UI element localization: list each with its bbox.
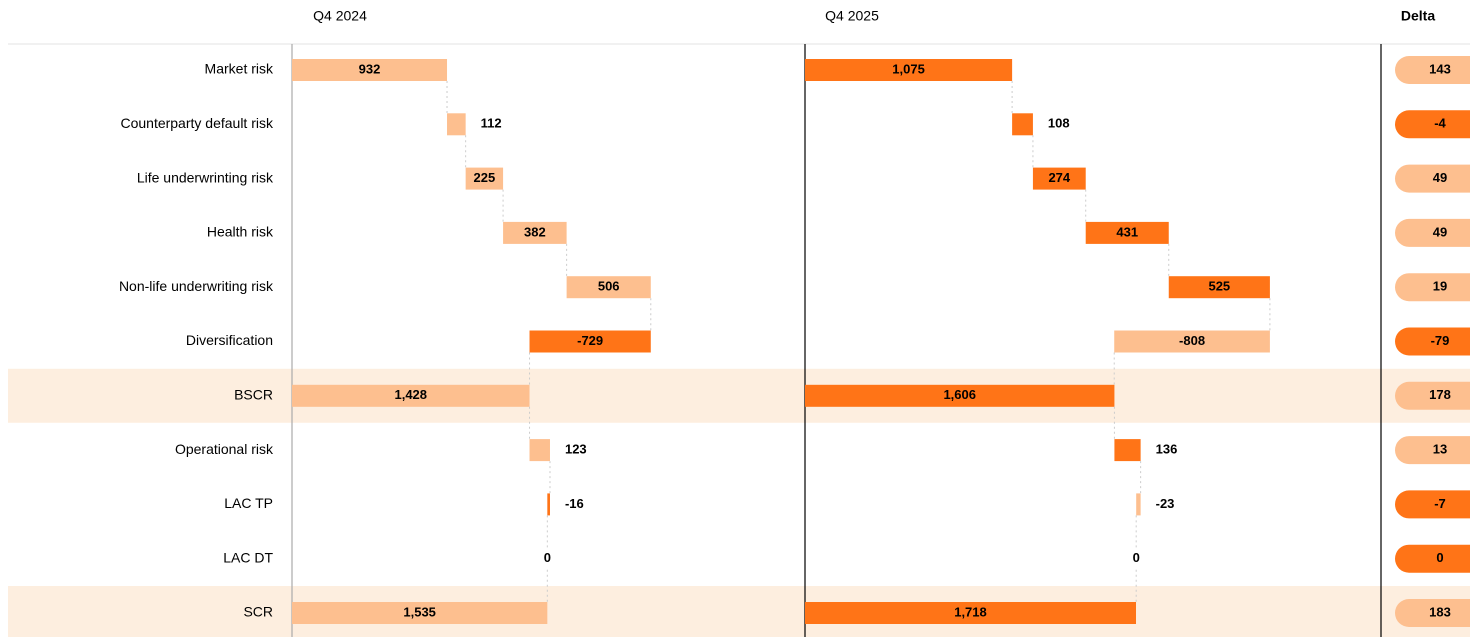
value-label: 431: [1116, 224, 1138, 239]
category-label: LAC DT: [223, 549, 273, 565]
value-label: 1,075: [892, 61, 925, 76]
bar: [465, 167, 504, 190]
category-label: BSCR: [234, 387, 273, 403]
bar: [547, 493, 550, 516]
value-label: 136: [1156, 442, 1178, 457]
bar: [529, 330, 651, 353]
delta-title: Delta: [1401, 8, 1435, 24]
delta-label: 143: [1429, 61, 1451, 76]
total-band: [8, 368, 1470, 423]
total-bands: [8, 368, 1470, 637]
value-label: 112: [481, 116, 502, 131]
category-label: Market risk: [205, 61, 274, 77]
bar: [805, 59, 1013, 81]
bar: [1168, 276, 1270, 299]
delta-pill: [1395, 164, 1470, 193]
value-label: 1,606: [943, 387, 976, 402]
category-label: Non-life underwriting risk: [119, 278, 274, 294]
delta-pill: [1395, 327, 1470, 356]
delta-pill: [1395, 490, 1470, 519]
value-label: 1,535: [403, 604, 436, 619]
value-label: 0: [1133, 550, 1140, 565]
total-band: [8, 586, 1470, 637]
bar: [1114, 330, 1270, 353]
bar: [292, 602, 548, 624]
category-label: Life underwrinting risk: [137, 169, 274, 185]
value-label: 1,718: [954, 604, 987, 619]
delta-pill: [1395, 599, 1470, 627]
delta-pill: [1395, 273, 1470, 302]
bar: [447, 113, 466, 136]
bar: [1032, 167, 1086, 190]
delta-pill: [1395, 544, 1470, 573]
bar: [292, 59, 448, 81]
category-label: LAC TP: [224, 495, 273, 511]
bar: [805, 384, 1115, 407]
delta-label: -7: [1434, 496, 1446, 511]
bar: [1012, 113, 1033, 136]
value-label: 274: [1048, 170, 1070, 185]
bar: [503, 221, 567, 244]
value-label: 0: [544, 550, 551, 565]
delta-label: -4: [1434, 116, 1446, 131]
category-label: Health risk: [207, 224, 274, 240]
value-label: 225: [474, 170, 496, 185]
delta-label: 183: [1429, 604, 1451, 619]
value-label: -16: [565, 496, 584, 511]
delta-pill: [1395, 436, 1470, 465]
panel-title: Q4 2024: [313, 8, 367, 24]
panel-title: Q4 2025: [825, 8, 879, 24]
bar: [529, 439, 550, 462]
delta-pill: [1395, 218, 1470, 247]
value-label: 525: [1208, 279, 1230, 294]
bar: [1114, 439, 1141, 462]
value-label: 506: [598, 279, 620, 294]
category-label: Counterparty default risk: [120, 115, 274, 131]
delta-pill: [1395, 56, 1470, 84]
value-label: 382: [524, 224, 546, 239]
delta-label: 49: [1433, 170, 1447, 185]
delta-label: -79: [1431, 333, 1450, 348]
value-label: -729: [577, 333, 603, 348]
delta-label: 13: [1433, 442, 1447, 457]
bar: [805, 602, 1137, 624]
delta-pill: [1395, 110, 1470, 139]
bar: [1085, 221, 1169, 244]
value-label: 1,428: [394, 387, 427, 402]
bar: [566, 276, 651, 299]
category-label: SCR: [243, 604, 273, 620]
delta-label: 49: [1433, 224, 1447, 239]
value-label: 932: [359, 61, 381, 76]
delta-label: 19: [1433, 279, 1447, 294]
category-label: Diversification: [186, 332, 273, 348]
bar: [1136, 493, 1141, 516]
value-label: 123: [565, 442, 587, 457]
value-label: -808: [1179, 333, 1205, 348]
delta-label: 0: [1436, 550, 1443, 565]
delta-pill: [1395, 381, 1470, 410]
category-label: Operational risk: [175, 441, 274, 457]
value-label: 108: [1048, 116, 1070, 131]
delta-label: 178: [1429, 387, 1451, 402]
bar: [292, 384, 530, 407]
value-label: -23: [1156, 496, 1175, 511]
